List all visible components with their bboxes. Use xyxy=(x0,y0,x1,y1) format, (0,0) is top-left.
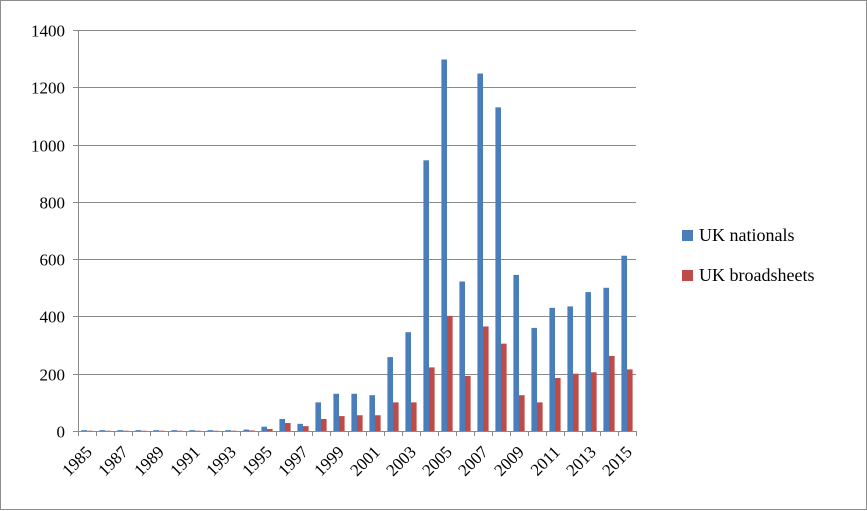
bar-nationals-2007 xyxy=(477,74,483,431)
bar-nationals-2003 xyxy=(405,332,411,431)
x-tick-label: 2007 xyxy=(454,442,492,480)
bar-nationals-1991 xyxy=(189,430,195,431)
bar-nationals-1990 xyxy=(171,430,177,431)
bar-nationals-1996 xyxy=(279,419,285,431)
x-tick-label: 1995 xyxy=(238,442,275,479)
bar-nationals-1989 xyxy=(153,430,159,431)
bar-nationals-2005 xyxy=(441,60,447,432)
bar-nationals-2013 xyxy=(585,292,591,431)
legend-swatch-nationals xyxy=(682,230,693,241)
legend-item-nationals: UK nationals xyxy=(682,225,814,245)
bar-broadsheets-2003 xyxy=(411,402,417,431)
y-tick-label: 1000 xyxy=(31,137,65,156)
y-tick-label: 600 xyxy=(40,251,66,270)
bar-broadsheets-1996 xyxy=(285,423,291,431)
x-tick-label: 1993 xyxy=(202,442,239,479)
y-tick-label: 800 xyxy=(40,194,66,213)
bar-broadsheets-2000 xyxy=(357,415,363,431)
bar-broadsheets-2013 xyxy=(591,372,597,431)
bar-broadsheets-2009 xyxy=(519,395,525,431)
bar-nationals-1988 xyxy=(135,430,141,431)
bar-nationals-2009 xyxy=(513,275,519,431)
y-tick-label: 0 xyxy=(57,423,66,442)
x-tick-label: 2009 xyxy=(490,442,527,479)
bar-broadsheets-2015 xyxy=(627,369,633,431)
bar-broadsheets-2014 xyxy=(609,356,615,431)
bar-nationals-2002 xyxy=(387,357,393,431)
x-tick-label: 2015 xyxy=(598,442,635,479)
bar-nationals-2015 xyxy=(621,256,627,431)
x-tick-label: 1989 xyxy=(130,442,167,479)
bar-nationals-1992 xyxy=(207,430,213,431)
bar-nationals-1985 xyxy=(81,430,87,431)
x-tick-label: 1991 xyxy=(166,442,203,479)
bar-broadsheets-2006 xyxy=(465,376,471,431)
y-tick-label: 1200 xyxy=(31,79,65,98)
bar-nationals-1998 xyxy=(315,402,321,431)
bar-nationals-1999 xyxy=(333,394,339,431)
bar-broadsheets-1994 xyxy=(249,430,255,431)
bar-nationals-1986 xyxy=(99,430,105,431)
bar-broadsheets-2012 xyxy=(573,374,579,431)
bar-nationals-1997 xyxy=(297,424,303,431)
bar-nationals-1994 xyxy=(243,430,249,431)
bar-nationals-2012 xyxy=(567,306,573,431)
bar-broadsheets-2007 xyxy=(483,326,489,431)
bar-broadsheets-1997 xyxy=(303,426,309,431)
bar-broadsheets-2010 xyxy=(537,402,543,431)
bar-broadsheets-2002 xyxy=(393,402,399,431)
x-tick-label: 1997 xyxy=(274,442,312,480)
x-tick-label: 1987 xyxy=(94,442,132,480)
bar-nationals-2011 xyxy=(549,308,555,431)
x-tick-label: 2003 xyxy=(382,442,419,479)
bar-nationals-2006 xyxy=(459,281,465,431)
legend-item-broadsheets: UK broadsheets xyxy=(682,265,814,285)
x-tick-label: 2013 xyxy=(562,442,599,479)
x-tick-label: 1985 xyxy=(58,442,95,479)
bar-broadsheets-2001 xyxy=(375,415,381,431)
x-tick-label: 2001 xyxy=(346,442,383,479)
legend: UK nationals UK broadsheets xyxy=(682,225,814,305)
bar-nationals-2000 xyxy=(351,394,357,431)
bar-nationals-1987 xyxy=(117,430,123,431)
legend-label-nationals: UK nationals xyxy=(699,225,794,246)
bar-nationals-1993 xyxy=(225,430,231,431)
legend-swatch-broadsheets xyxy=(682,270,693,281)
bar-nationals-2010 xyxy=(531,328,537,431)
y-tick-label: 1400 xyxy=(31,22,65,41)
x-tick-label: 2005 xyxy=(418,442,455,479)
bar-nationals-2014 xyxy=(603,288,609,431)
bar-broadsheets-2005 xyxy=(447,316,453,431)
bar-broadsheets-2008 xyxy=(501,344,507,431)
bar-nationals-2004 xyxy=(423,160,429,431)
bar-broadsheets-1998 xyxy=(321,419,327,431)
bar-broadsheets-2004 xyxy=(429,367,435,431)
x-tick-label: 1999 xyxy=(310,442,347,479)
bar-broadsheets-2011 xyxy=(555,378,561,431)
bar-broadsheets-1999 xyxy=(339,416,345,431)
bar-nationals-2001 xyxy=(369,395,375,431)
legend-label-broadsheets: UK broadsheets xyxy=(699,265,814,286)
bar-nationals-2008 xyxy=(495,107,501,431)
y-tick-label: 200 xyxy=(40,366,66,385)
bar-nationals-1995 xyxy=(261,427,267,431)
bar-broadsheets-1995 xyxy=(267,429,273,431)
y-tick-label: 400 xyxy=(40,308,66,327)
x-tick-label: 2011 xyxy=(527,442,564,479)
